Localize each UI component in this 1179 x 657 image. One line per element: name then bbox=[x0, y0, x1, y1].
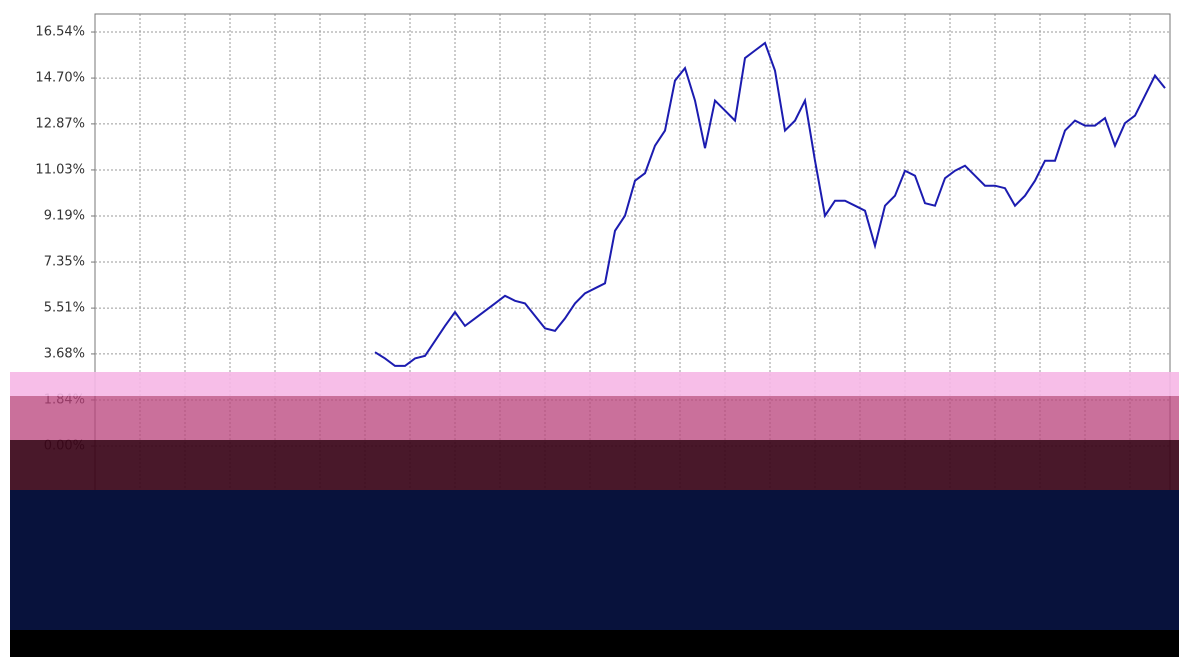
y-tick-label: 9.19% bbox=[44, 208, 85, 223]
chart: 0.00%1.84%3.68%5.51%7.35%9.19%11.03%12.8… bbox=[0, 0, 1179, 657]
y-tick-label: 12.87% bbox=[35, 116, 85, 131]
y-tick-label: 5.51% bbox=[44, 301, 85, 316]
y-tick-label: 16.54% bbox=[35, 25, 85, 40]
y-tick-label: 14.70% bbox=[35, 71, 85, 86]
y-tick-label: 11.03% bbox=[35, 162, 85, 177]
glitch-band bbox=[10, 396, 1179, 440]
glitch-band bbox=[10, 630, 1179, 657]
glitch-band bbox=[10, 440, 1179, 490]
glitch-band bbox=[10, 490, 1179, 630]
y-tick-label: 3.68% bbox=[44, 346, 85, 361]
y-tick-label: 7.35% bbox=[44, 255, 85, 270]
glitch-band bbox=[10, 372, 1179, 396]
